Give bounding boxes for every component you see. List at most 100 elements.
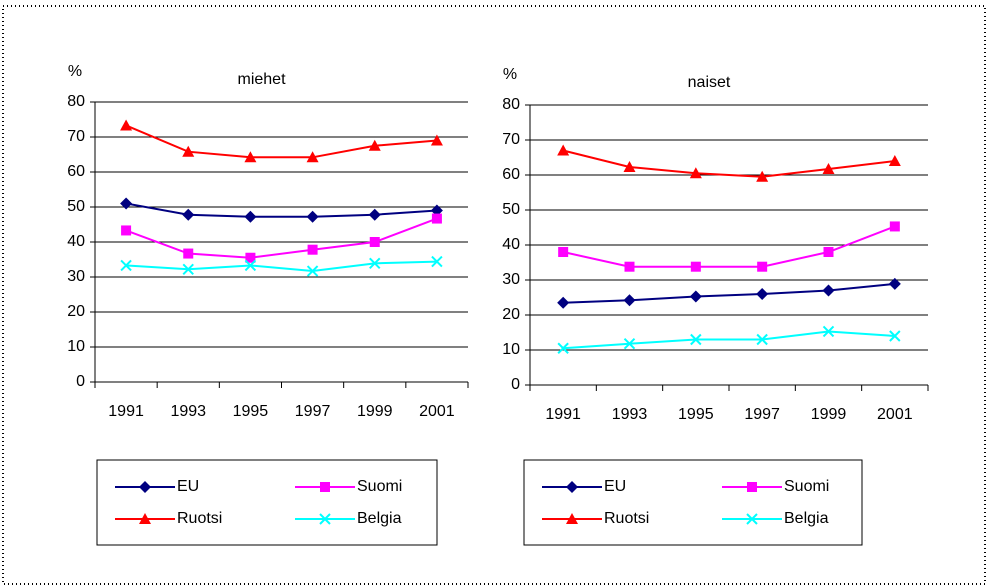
x-tick-label: 1993 [170, 403, 206, 420]
series-line [562, 225, 896, 268]
marker [566, 481, 578, 493]
y-axis-label: % [68, 63, 82, 80]
marker [822, 325, 835, 338]
x-tick-label: 1993 [612, 406, 648, 423]
series-line [562, 149, 895, 178]
series-line [125, 124, 438, 159]
marker [756, 333, 768, 346]
marker [244, 151, 257, 163]
y-tick-label: 40 [67, 233, 85, 250]
x-tick-label: 1991 [108, 403, 144, 420]
y-tick-label: 60 [502, 166, 520, 183]
marker [756, 170, 769, 182]
legend-label: Suomi [357, 478, 402, 495]
marker [756, 288, 769, 300]
marker [822, 163, 835, 175]
series-line [126, 260, 437, 273]
x-tick-label: 1997 [744, 406, 780, 423]
marker [369, 237, 380, 247]
marker [430, 204, 443, 217]
frame [2, 5, 986, 585]
y-tick-label: 0 [511, 376, 520, 393]
marker [139, 481, 151, 493]
marker [888, 277, 901, 290]
legend-label: Belgia [784, 510, 829, 527]
y-tick-label: 50 [502, 201, 520, 218]
legend-label: Ruotsi [604, 510, 649, 527]
marker [120, 197, 133, 210]
marker [369, 257, 381, 270]
marker [757, 261, 768, 272]
series-line [125, 217, 438, 259]
series-line [125, 202, 437, 218]
marker [320, 482, 330, 492]
x-tick-label: 1997 [295, 403, 331, 420]
chart-title: miehet [237, 71, 286, 88]
marker [690, 261, 701, 272]
marker [431, 213, 442, 224]
legend-label: Ruotsi [177, 510, 222, 527]
y-tick-label: 30 [502, 271, 520, 288]
marker [120, 119, 133, 131]
marker [244, 259, 257, 272]
marker [307, 244, 318, 255]
marker [558, 247, 569, 257]
legend [523, 459, 863, 546]
marker [889, 221, 900, 232]
marker [747, 482, 757, 492]
y-tick-label: 70 [502, 131, 520, 148]
marker [746, 513, 758, 525]
marker [183, 248, 194, 259]
marker [623, 337, 636, 350]
marker [306, 210, 319, 223]
marker [557, 144, 570, 156]
marker [121, 225, 132, 236]
marker [182, 208, 195, 221]
x-tick-label: 1999 [811, 406, 847, 423]
marker [889, 330, 901, 342]
marker [624, 261, 635, 272]
x-tick-label: 2001 [877, 406, 913, 423]
x-tick-label: 1995 [678, 406, 714, 423]
marker [623, 294, 636, 307]
marker [244, 210, 257, 223]
y-tick-label: 70 [67, 128, 85, 145]
series-line [563, 330, 895, 350]
x-tick-label: 2001 [419, 403, 455, 420]
y-tick-label: 80 [502, 96, 520, 113]
marker [431, 255, 443, 268]
x-tick-label: 1991 [545, 406, 581, 423]
marker [566, 513, 578, 524]
marker [557, 342, 569, 354]
y-tick-label: 10 [67, 338, 85, 355]
y-tick-label: 50 [67, 198, 85, 215]
y-tick-label: 20 [67, 303, 85, 320]
marker [368, 208, 381, 221]
y-tick-label: 20 [502, 306, 520, 323]
marker [430, 134, 443, 146]
marker [822, 284, 835, 297]
legend-label: EU [177, 478, 199, 495]
marker [306, 265, 319, 277]
marker [245, 252, 256, 263]
x-tick-label: 1995 [233, 403, 269, 420]
marker [306, 151, 319, 163]
marker [623, 160, 636, 172]
y-tick-label: 80 [67, 93, 85, 110]
marker [557, 296, 570, 309]
chart-title: naiset [688, 74, 731, 91]
legend-label: Suomi [784, 478, 829, 495]
marker [139, 513, 151, 524]
marker [823, 247, 834, 257]
marker [182, 263, 194, 276]
y-tick-label: 40 [502, 236, 520, 253]
marker [368, 139, 381, 151]
y-axis-label: % [503, 66, 517, 83]
y-tick-label: 60 [67, 163, 85, 180]
marker [689, 167, 702, 179]
y-tick-label: 30 [67, 268, 85, 285]
marker [182, 145, 195, 157]
marker [319, 513, 331, 525]
marker [120, 259, 132, 272]
